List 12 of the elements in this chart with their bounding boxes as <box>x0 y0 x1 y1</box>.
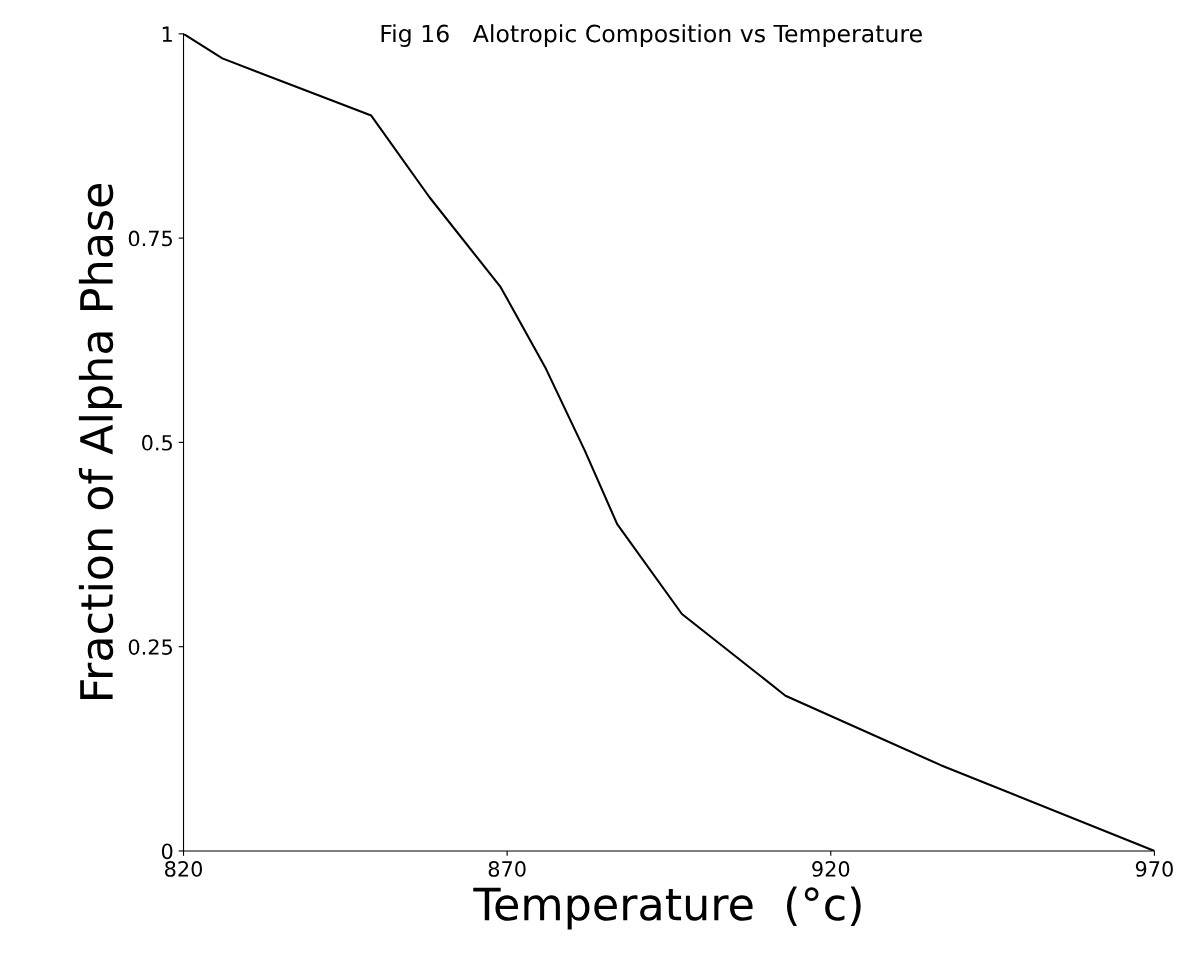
x-tick-label: 820 <box>165 861 203 877</box>
chart-title: Fig 16 Alotropic Composition vs Temperature <box>381 24 922 48</box>
y-axis-title: Fraction of Alpha Phase <box>78 183 122 699</box>
y-tick-label: 1 <box>162 26 172 42</box>
x-axis-title: Temperature (°c) <box>473 886 861 930</box>
x-tick-label: 920 <box>812 861 850 877</box>
x-tick-label: 870 <box>488 861 526 877</box>
x-tick-label: 970 <box>1135 861 1173 877</box>
y-tick-label: 0 <box>161 843 173 860</box>
y-tick-label: 0.25 <box>128 639 172 655</box>
y-tick-label: 0.5 <box>142 434 172 451</box>
y-tick-label: 0.75 <box>128 230 172 247</box>
